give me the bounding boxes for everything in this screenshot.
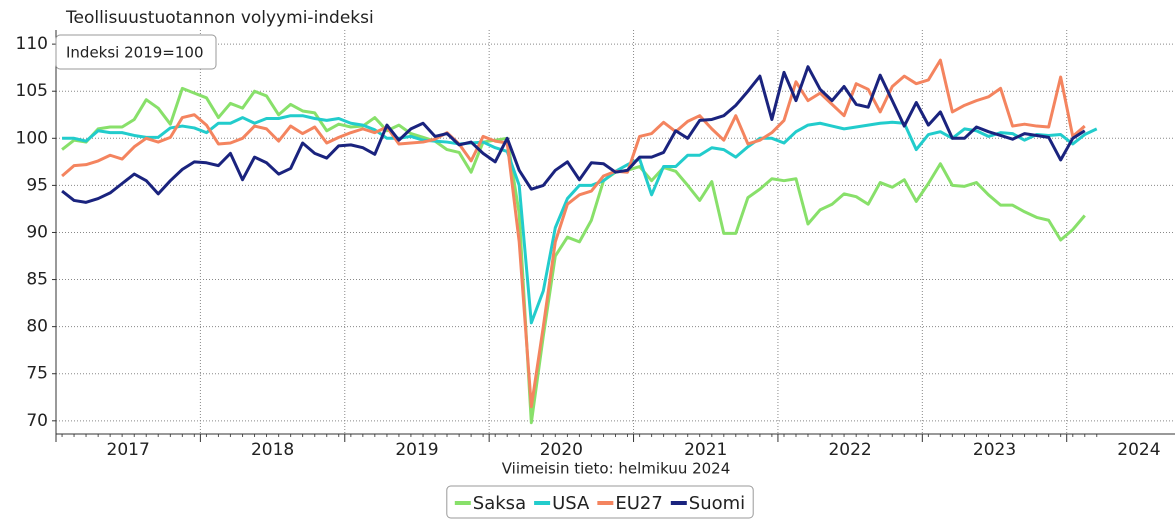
annotation-text: Indeksi 2019=100	[66, 44, 204, 62]
y-tick-label: 75	[26, 364, 48, 384]
legend-label: EU27	[615, 493, 662, 514]
legend-label: USA	[552, 493, 590, 514]
x-tick-label: 2017	[107, 440, 150, 460]
y-tick-label: 80	[26, 317, 48, 337]
y-tick-label: 100	[16, 128, 48, 148]
y-tick-label: 85	[26, 270, 48, 290]
x-tick-label: 2021	[684, 440, 727, 460]
legend-label: Saksa	[473, 493, 526, 514]
legend-label: Suomi	[689, 493, 745, 514]
x-tick-label: 2024	[1117, 440, 1160, 460]
y-tick-label: 70	[26, 411, 48, 431]
series-line	[62, 114, 1098, 325]
y-tick-label: 105	[16, 81, 48, 101]
series-line	[61, 65, 1086, 204]
legend: Saksa USA EU27 Suomi	[446, 485, 754, 519]
y-tick-label: 110	[16, 34, 48, 54]
x-tick-label: 2018	[251, 440, 294, 460]
annotation-box	[55, 34, 217, 70]
x-axis-label: Viimeisin tieto: helmikuu 2024	[502, 460, 731, 478]
y-tick-label: 95	[26, 175, 48, 195]
series-line	[61, 86, 1086, 425]
series-line	[61, 58, 1086, 409]
x-tick-label: 2023	[973, 440, 1016, 460]
y-tick-label: 90	[26, 222, 48, 242]
x-tick-label: 2020	[540, 440, 583, 460]
chart-title: Teollisuustuotannon volyymi-indeksi	[65, 8, 374, 28]
x-tick-label: 2022	[828, 440, 871, 460]
annotation: Indeksi 2019=100	[55, 34, 217, 70]
x-tick-label: 2019	[395, 440, 438, 460]
